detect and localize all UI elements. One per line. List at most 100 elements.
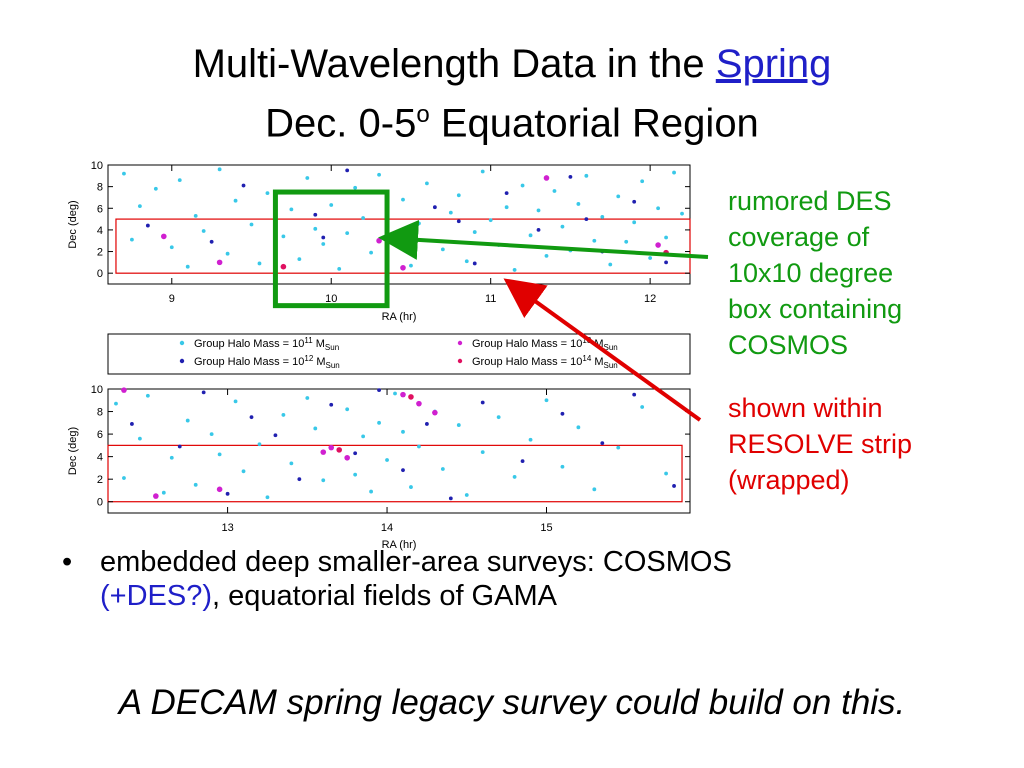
data-point xyxy=(528,437,533,442)
data-point xyxy=(337,266,342,271)
data-point xyxy=(297,257,302,262)
data-point xyxy=(655,242,661,248)
bullet-text-a: embedded deep smaller-area surveys: COSM… xyxy=(100,546,732,578)
data-point xyxy=(480,169,485,174)
data-point xyxy=(369,250,373,255)
data-point xyxy=(592,238,597,243)
y-tick-label: 6 xyxy=(97,203,103,215)
data-point xyxy=(177,178,182,183)
page-subtitle: Dec. 0-5o Equatorial Region xyxy=(0,91,1024,147)
data-point xyxy=(344,454,350,461)
y-tick-label: 4 xyxy=(97,452,103,464)
data-point xyxy=(512,268,517,272)
data-point xyxy=(297,477,302,482)
data-point xyxy=(656,206,661,211)
data-point xyxy=(632,199,637,204)
data-point xyxy=(417,221,421,226)
data-point xyxy=(161,490,166,495)
page-title: Multi-Wavelength Data in the Spring xyxy=(0,40,1024,88)
des-arrow xyxy=(378,219,709,260)
title-degree-mark: o xyxy=(416,101,430,128)
data-point xyxy=(209,239,214,244)
data-point xyxy=(177,444,182,449)
y-tick-label: 2 xyxy=(97,474,103,486)
data-point xyxy=(425,422,429,426)
data-point xyxy=(289,461,294,466)
y-tick-label: 4 xyxy=(97,225,103,237)
data-point xyxy=(456,423,461,427)
data-point xyxy=(592,487,597,492)
data-point xyxy=(336,447,343,453)
data-point xyxy=(145,393,150,398)
data-point xyxy=(488,218,493,223)
plot-frame xyxy=(107,388,691,514)
y-tick-label: 2 xyxy=(97,247,103,259)
data-point xyxy=(241,469,246,474)
data-point xyxy=(520,183,525,188)
data-point xyxy=(328,444,335,451)
data-point xyxy=(257,442,262,447)
data-point xyxy=(185,264,190,269)
data-point xyxy=(321,242,326,246)
y-tick-label: 0 xyxy=(97,497,103,509)
data-point xyxy=(249,222,254,227)
legend-label: Group Halo Mass = 1011 MSun xyxy=(194,336,339,352)
data-point xyxy=(289,207,294,212)
data-point xyxy=(361,434,366,439)
data-point xyxy=(153,493,159,499)
data-point xyxy=(664,471,668,476)
data-point xyxy=(576,425,581,430)
resolve-strip xyxy=(107,444,683,503)
data-point xyxy=(201,390,206,395)
spring-link[interactable]: Spring xyxy=(715,42,832,86)
y-axis-title: Dec (deg) xyxy=(67,200,79,248)
data-point xyxy=(401,468,405,473)
data-point xyxy=(536,228,541,232)
resolve-annotation-line: shown within xyxy=(728,393,883,423)
plot-frame xyxy=(107,164,691,285)
data-point xyxy=(576,202,581,206)
data-point xyxy=(440,467,445,471)
data-point xyxy=(528,233,533,238)
data-point xyxy=(520,459,525,464)
des-annotation-line: rumored DES xyxy=(728,186,892,216)
resolve-arrow xyxy=(503,278,702,422)
data-point xyxy=(624,239,629,244)
data-point xyxy=(329,203,334,207)
data-point xyxy=(536,208,541,213)
data-point xyxy=(169,455,174,460)
data-point xyxy=(161,233,167,240)
data-point xyxy=(584,217,589,221)
data-point xyxy=(281,413,286,417)
data-point xyxy=(600,215,605,219)
data-point xyxy=(313,426,318,431)
data-point xyxy=(664,260,668,265)
data-point xyxy=(153,186,158,191)
x-tick-label: 12 xyxy=(644,293,656,305)
x-tick-label: 10 xyxy=(325,293,337,305)
data-point xyxy=(345,168,350,173)
data-point xyxy=(680,211,684,216)
x-tick-label: 15 xyxy=(540,522,552,534)
resolve-annotation-line: RESOLVE strip xyxy=(728,429,913,459)
data-point xyxy=(321,235,326,240)
data-point xyxy=(361,216,366,220)
y-axis-title: Dec (deg) xyxy=(67,427,79,475)
legend-marker xyxy=(457,358,463,364)
data-point xyxy=(122,171,126,176)
data-point xyxy=(408,394,414,400)
data-point xyxy=(257,261,262,266)
data-point xyxy=(432,409,438,416)
data-point xyxy=(377,420,381,425)
des-annotation-line: coverage of xyxy=(728,222,870,252)
data-point xyxy=(672,170,676,175)
data-point xyxy=(209,432,214,436)
data-point xyxy=(560,224,565,229)
y-tick-label: 0 xyxy=(97,268,103,280)
data-point xyxy=(385,458,389,462)
resolve-annotation: shown within RESOLVE strip (wrapped) xyxy=(728,390,912,498)
data-point xyxy=(201,229,206,233)
data-point xyxy=(122,476,126,480)
des-annotation-line: COSMOS xyxy=(728,330,849,360)
data-point xyxy=(233,399,238,404)
